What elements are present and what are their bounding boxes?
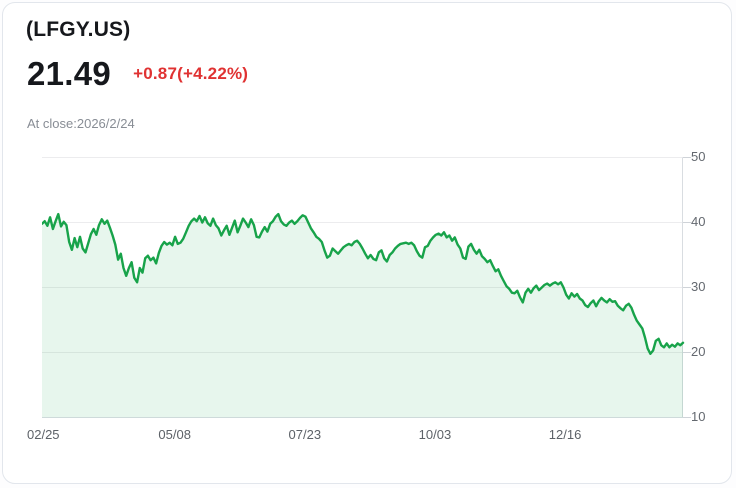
- ticker-symbol: (LFGY.US): [26, 18, 131, 41]
- x-axis-tick-label: 05/08: [158, 427, 191, 442]
- x-axis-tick-label: 12/16: [548, 427, 582, 442]
- last-price: 21.49: [27, 55, 112, 92]
- chart-price-line: [42, 212, 685, 356]
- y-axis-tick-label: 50: [691, 149, 706, 164]
- as-of-timestamp: At close:2026/2/24: [27, 116, 135, 131]
- y-axis-tick-label: 10: [691, 409, 706, 424]
- x-axis-tick-label: 07/23: [288, 427, 322, 442]
- price-change: +0.87(+4.22%): [133, 64, 249, 83]
- y-axis-tick-label: 20: [691, 344, 706, 359]
- y-axis-tick-label: 30: [691, 279, 706, 294]
- chart-area-fill: [42, 214, 683, 418]
- y-axis-tick-label: 40: [691, 214, 706, 229]
- x-axis-tick-label: 10/03: [418, 427, 452, 442]
- price-chart-svg: [42, 157, 691, 418]
- stock-card: [2, 2, 732, 484]
- x-axis-tick-label: 02/25: [27, 427, 60, 442]
- price-row: 21.49 +0.87(+4.22%): [27, 55, 248, 93]
- price-chart: [42, 157, 691, 419]
